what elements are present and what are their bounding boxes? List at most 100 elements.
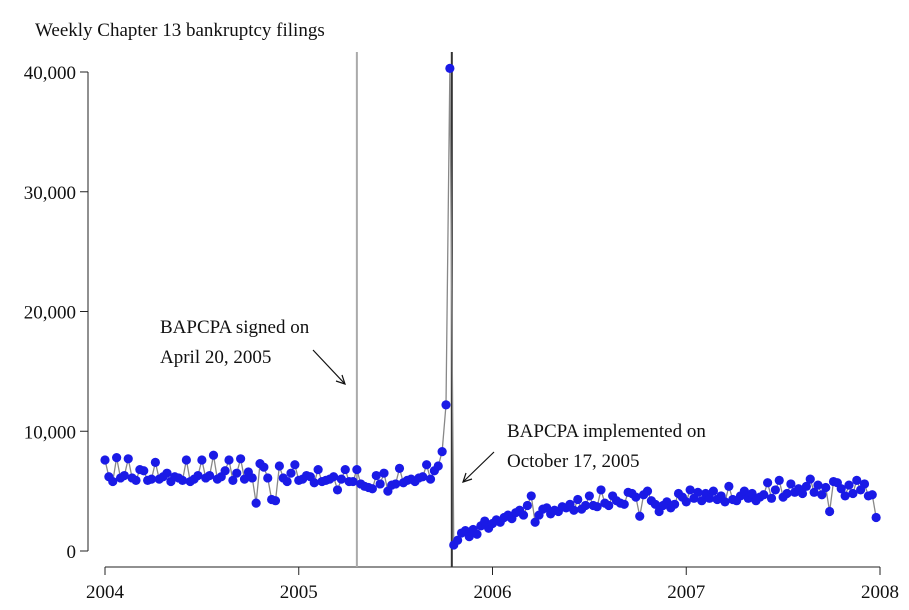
x-tick-label: 2006 (474, 582, 512, 603)
data-point (759, 490, 769, 500)
data-point (619, 499, 629, 509)
x-tick-label: 2008 (861, 582, 899, 603)
data-point (580, 500, 591, 511)
data-point (708, 486, 718, 496)
y-tick-label: 40,000 (24, 63, 76, 84)
data-point (119, 470, 129, 481)
data-point (797, 488, 808, 499)
data-point (313, 464, 323, 475)
chart-title: Weekly Chapter 13 bankruptcy filings (35, 20, 325, 41)
data-point (336, 474, 346, 484)
data-point (232, 468, 242, 478)
data-point (813, 480, 823, 490)
data-point (472, 529, 482, 539)
data-point (162, 468, 172, 478)
data-point (247, 473, 257, 483)
data-point (394, 463, 405, 473)
data-point (422, 460, 432, 470)
data-point (425, 474, 436, 484)
data-point (445, 63, 455, 74)
arrow-head (462, 472, 473, 483)
data-point (693, 487, 703, 497)
data-point (604, 500, 614, 511)
data-point (770, 485, 780, 495)
data-point (181, 455, 191, 465)
data-point (150, 457, 160, 467)
data-point (766, 493, 777, 503)
y-tick-label: 20,000 (24, 303, 76, 324)
data-point (859, 479, 870, 489)
data-point (867, 490, 877, 500)
data-point (840, 491, 850, 501)
data-point (367, 484, 377, 494)
data-point (763, 478, 773, 488)
data-point (697, 496, 707, 506)
data-point (782, 488, 792, 499)
data-point (236, 454, 246, 464)
data-point (286, 468, 296, 478)
data-point (681, 497, 691, 507)
data-point (518, 510, 529, 520)
data-point (208, 450, 219, 460)
data-point (433, 461, 443, 471)
data-point (437, 447, 447, 457)
data-point (844, 480, 854, 490)
data-point (263, 473, 273, 483)
data-point (631, 492, 641, 502)
data-point (131, 475, 141, 485)
data-point (329, 472, 339, 482)
data-point (379, 468, 389, 478)
data-point (123, 454, 133, 464)
data-point (108, 476, 118, 487)
data-point (592, 502, 602, 512)
data-point (464, 532, 474, 542)
x-tick-label: 2004 (86, 582, 125, 603)
data-point (290, 460, 300, 470)
data-point (352, 464, 362, 475)
data-point (282, 476, 292, 487)
data-point (522, 500, 532, 511)
data-point (139, 466, 149, 476)
data-point (724, 481, 734, 491)
data-point (871, 512, 881, 523)
arrow (462, 451, 495, 483)
y-tick-label: 10,000 (24, 422, 76, 443)
annotation: April 20, 2005 (160, 347, 271, 368)
data-point (805, 474, 815, 484)
data-point (801, 481, 811, 491)
arrow (312, 349, 346, 385)
data-point (584, 491, 594, 501)
data-point (852, 475, 862, 485)
annotation: BAPCPA implemented on (507, 421, 706, 442)
data-point (224, 455, 234, 465)
data-point (817, 490, 827, 500)
annotation: October 17, 2005 (507, 451, 639, 472)
data-point (596, 485, 606, 495)
data-point (573, 494, 583, 505)
data-point (441, 400, 451, 410)
data-point (786, 479, 796, 489)
data-point (526, 491, 536, 501)
data-point (530, 517, 540, 527)
data-point (259, 462, 269, 472)
annotation: BAPCPA signed on (160, 317, 310, 338)
data-point (453, 535, 463, 545)
data-point (747, 488, 757, 499)
data-point (480, 516, 490, 526)
data-point (809, 487, 819, 497)
data-point (821, 482, 831, 493)
data-point (340, 464, 350, 475)
data-point (642, 486, 653, 496)
data-point (569, 505, 579, 515)
data-point (228, 475, 238, 485)
data-point (177, 475, 188, 485)
x-tick-label: 2005 (280, 582, 318, 603)
data-point (704, 493, 715, 503)
data-point (635, 511, 645, 521)
data-point (720, 497, 730, 507)
data-point (205, 470, 215, 481)
data-point (774, 475, 784, 485)
data-point (309, 478, 319, 488)
data-point (391, 479, 401, 489)
